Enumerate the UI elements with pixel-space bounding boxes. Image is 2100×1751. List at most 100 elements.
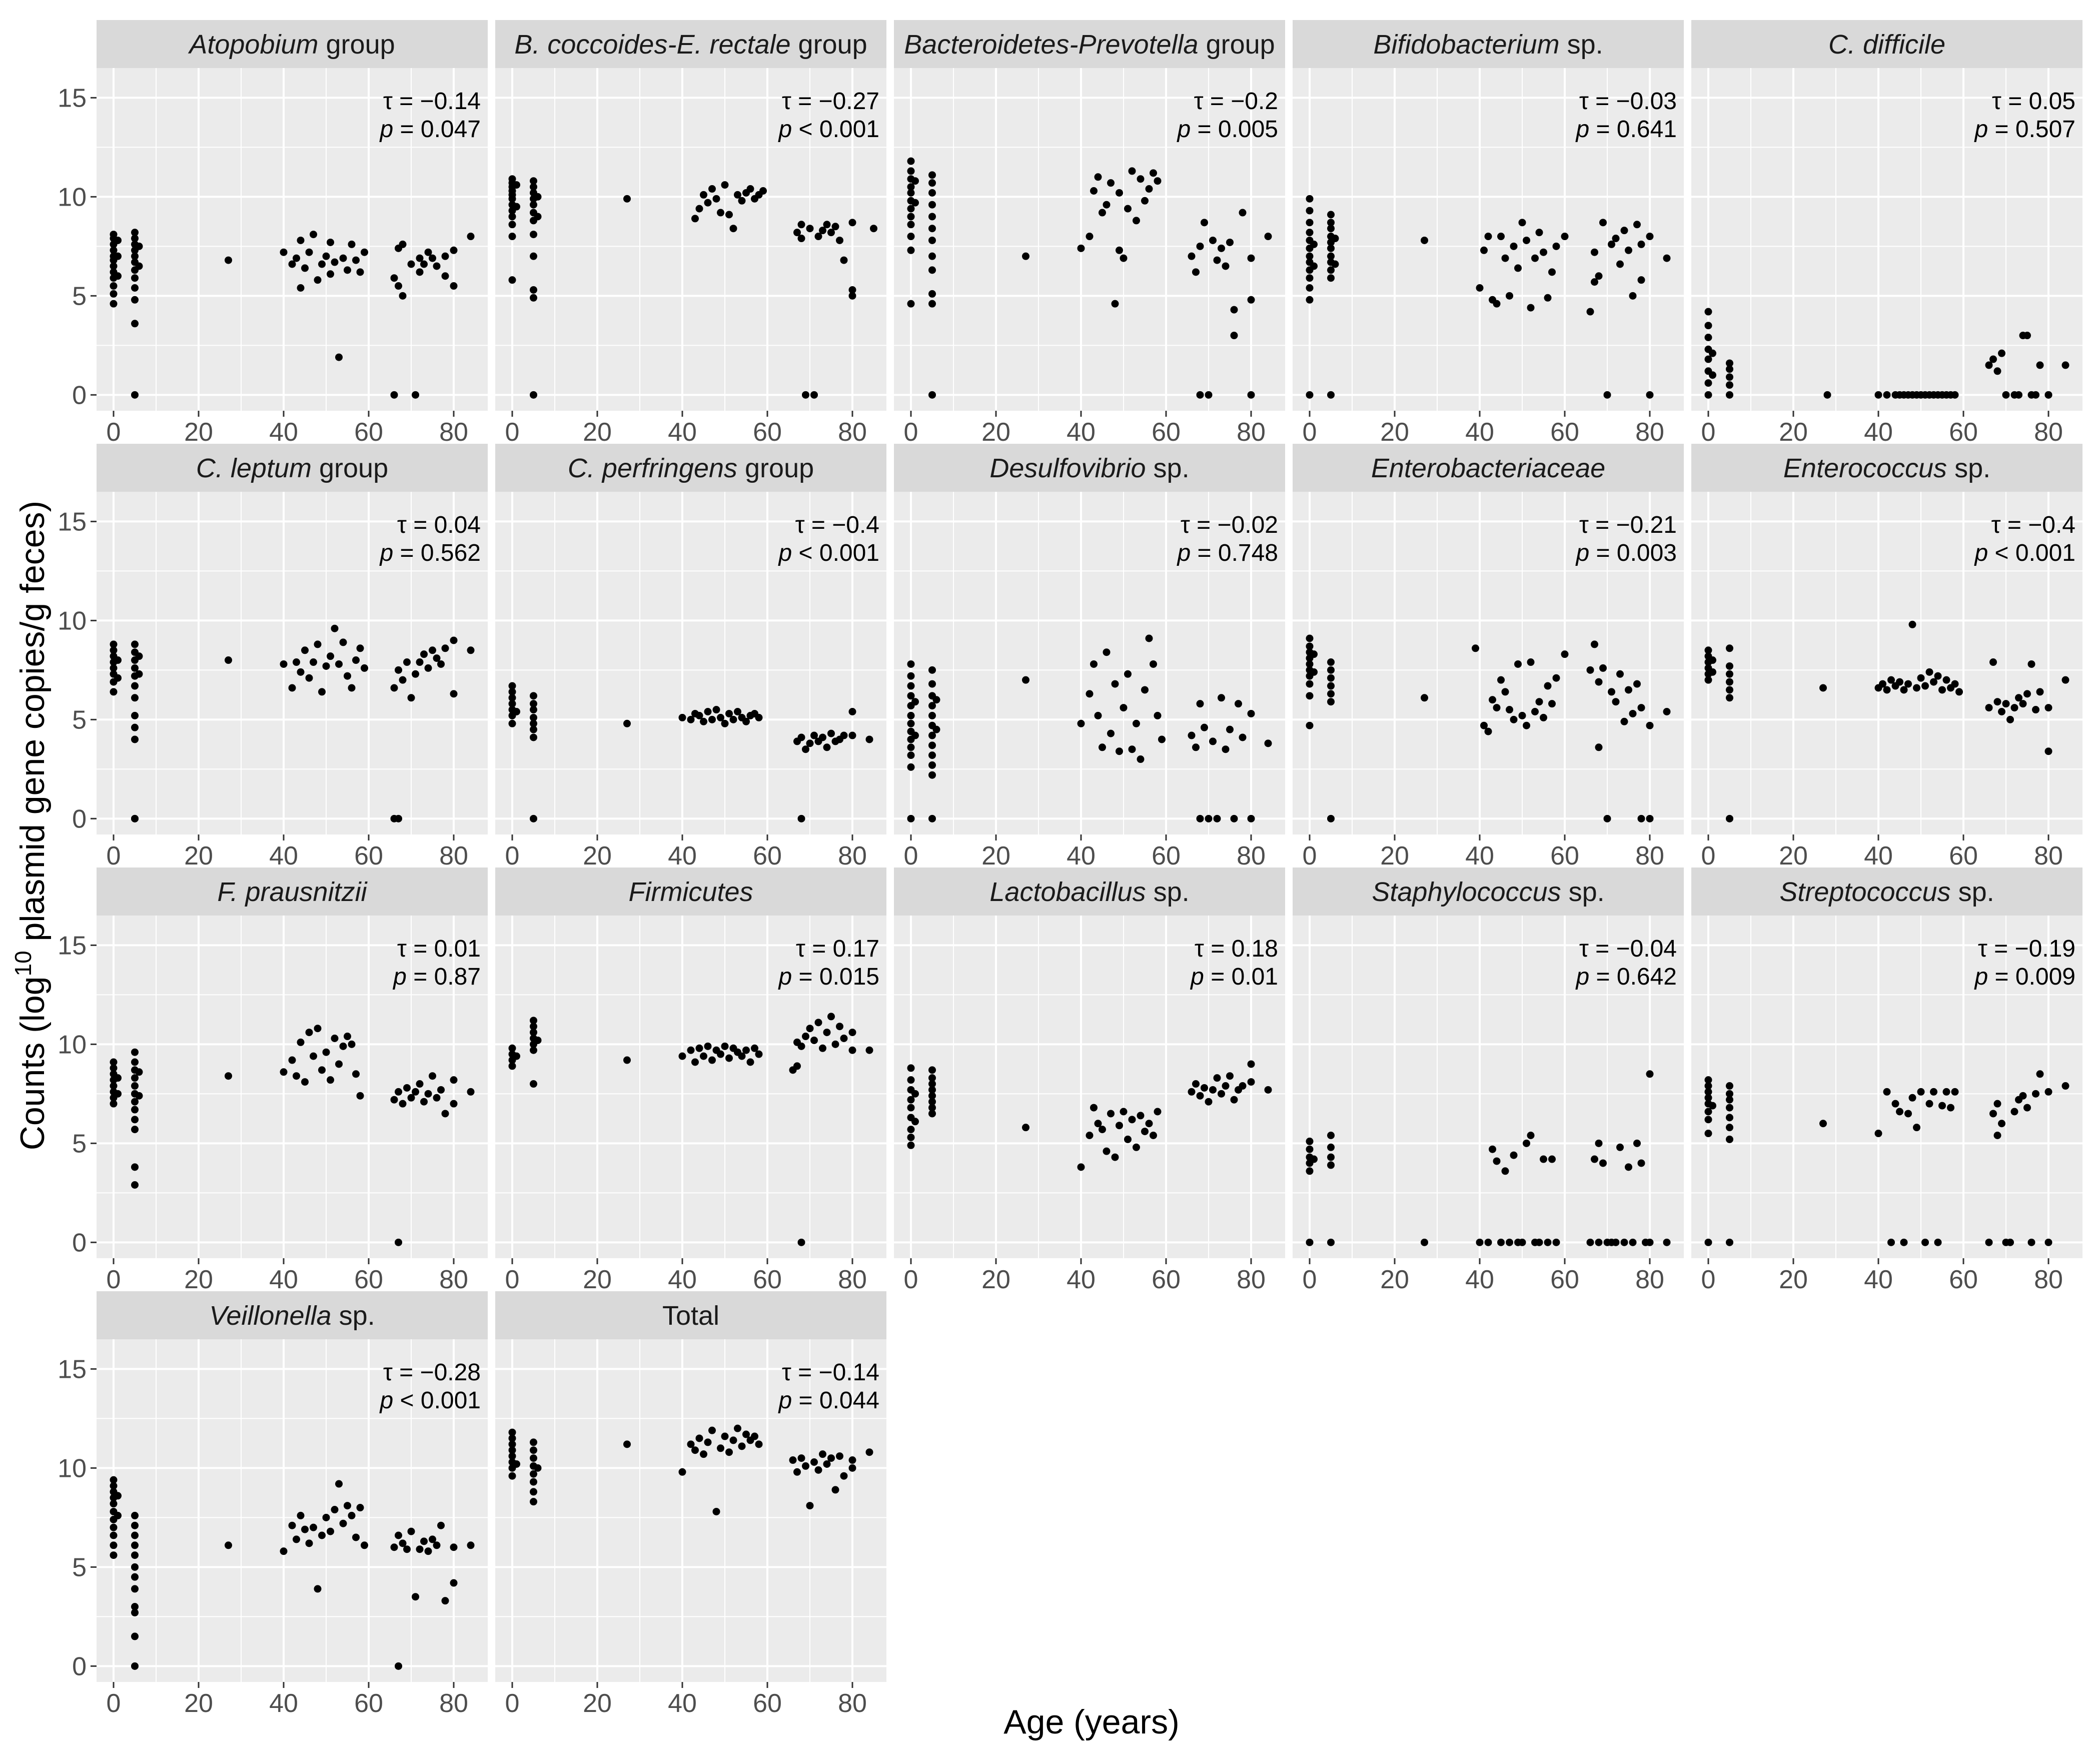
data-point xyxy=(433,654,441,662)
data-point xyxy=(416,1080,424,1088)
data-point xyxy=(928,179,936,187)
x-tick-label: 20 xyxy=(583,841,612,870)
data-point xyxy=(390,1543,398,1551)
x-tick-label: 80 xyxy=(1237,1265,1266,1294)
x-tick-label: 20 xyxy=(1380,841,1409,870)
p-symbol: p xyxy=(1176,116,1191,143)
data-point xyxy=(433,1094,441,1102)
data-point xyxy=(2061,1082,2069,1090)
data-point xyxy=(1955,688,1963,696)
p-value-annotation: p < 0.001 xyxy=(777,116,879,143)
data-point xyxy=(1523,1139,1530,1147)
y-tick-label: 0 xyxy=(72,804,87,833)
facet-panel: Atopobium group 0 20 40 60 80 0 5 10 15 τ = −0.14p… xyxy=(58,20,488,447)
data-point xyxy=(870,225,877,233)
data-point xyxy=(1637,814,1645,822)
data-point xyxy=(318,688,326,696)
data-point xyxy=(331,1034,339,1042)
data-point xyxy=(1819,684,1827,692)
data-point xyxy=(348,1040,356,1048)
x-tick-label: 80 xyxy=(1635,1265,1664,1294)
y-tick-label: 5 xyxy=(72,1553,87,1582)
facet-title: F. prausnitzii xyxy=(217,877,368,907)
data-point xyxy=(450,1076,458,1084)
data-point xyxy=(310,1052,317,1060)
x-tick-label: 80 xyxy=(439,418,468,447)
data-point xyxy=(412,1088,419,1096)
data-point xyxy=(1150,169,1157,177)
x-tick-label: 0 xyxy=(904,1265,918,1294)
data-point xyxy=(2023,1104,2031,1112)
data-point xyxy=(725,709,733,717)
data-point xyxy=(797,814,805,822)
y-axis-title: Counts (log10 plasmid gene copies/g fece… xyxy=(10,501,52,1151)
data-point xyxy=(1137,1112,1145,1120)
data-point xyxy=(530,725,537,733)
data-point xyxy=(1239,209,1247,217)
data-point xyxy=(928,171,936,179)
data-point xyxy=(1629,292,1637,300)
data-point xyxy=(1306,1137,1314,1145)
x-tick-label: 60 xyxy=(354,1265,383,1294)
data-point xyxy=(1226,238,1234,246)
data-point xyxy=(1099,743,1106,751)
data-point xyxy=(508,221,516,229)
data-point xyxy=(928,1066,936,1074)
facet-title: Bifidobacterium sp. xyxy=(1373,30,1603,60)
data-point xyxy=(131,1563,139,1571)
data-point xyxy=(412,670,419,678)
data-point xyxy=(1192,1080,1200,1088)
data-point xyxy=(1625,686,1632,694)
facet-title: Enterobacteriaceae xyxy=(1371,453,1605,483)
data-point xyxy=(907,189,915,197)
tau-annotation: τ = −0.19 xyxy=(1978,936,2075,962)
data-point xyxy=(508,719,516,727)
data-point xyxy=(395,282,402,290)
p-value: = 0.562 xyxy=(393,540,481,566)
data-point xyxy=(450,636,458,644)
data-point xyxy=(1306,1167,1314,1175)
data-point xyxy=(1637,240,1645,248)
data-point xyxy=(131,274,139,282)
data-point xyxy=(725,211,733,219)
data-point xyxy=(508,1434,516,1442)
data-point xyxy=(1608,240,1615,248)
facet-title: Lactobacillus sp. xyxy=(989,877,1189,907)
data-point xyxy=(135,652,143,660)
x-tick-label: 40 xyxy=(1465,1265,1494,1294)
data-point xyxy=(1993,698,2001,706)
p-symbol: p xyxy=(777,1387,792,1414)
data-point xyxy=(1306,634,1314,642)
data-point xyxy=(508,1044,516,1052)
data-point xyxy=(1331,260,1339,268)
p-value-annotation: p = 0.01 xyxy=(1190,964,1278,990)
facet-strip xyxy=(1293,867,1684,916)
data-point xyxy=(1595,272,1603,280)
data-point xyxy=(907,814,915,822)
data-point xyxy=(110,282,118,290)
data-point xyxy=(339,254,347,262)
x-tick-label: 40 xyxy=(1864,418,1893,447)
facet-strip xyxy=(495,444,886,492)
data-point xyxy=(1518,219,1526,227)
data-point xyxy=(928,1074,936,1082)
data-point xyxy=(2044,747,2052,755)
data-point xyxy=(2002,700,2010,708)
data-point xyxy=(1124,205,1132,213)
data-point xyxy=(907,719,915,727)
data-point xyxy=(327,1527,334,1535)
data-point xyxy=(1247,814,1255,822)
data-point xyxy=(135,1068,143,1076)
data-point xyxy=(1077,719,1085,727)
data-point xyxy=(742,1046,750,1054)
data-point xyxy=(755,713,763,721)
data-point xyxy=(1887,1238,1895,1246)
data-point xyxy=(399,1100,407,1108)
data-point xyxy=(297,1038,305,1046)
panel-background xyxy=(495,492,886,834)
data-point xyxy=(110,664,118,672)
data-point xyxy=(1094,173,1102,181)
data-point xyxy=(508,1446,516,1454)
p-value: < 0.001 xyxy=(1988,540,2075,566)
